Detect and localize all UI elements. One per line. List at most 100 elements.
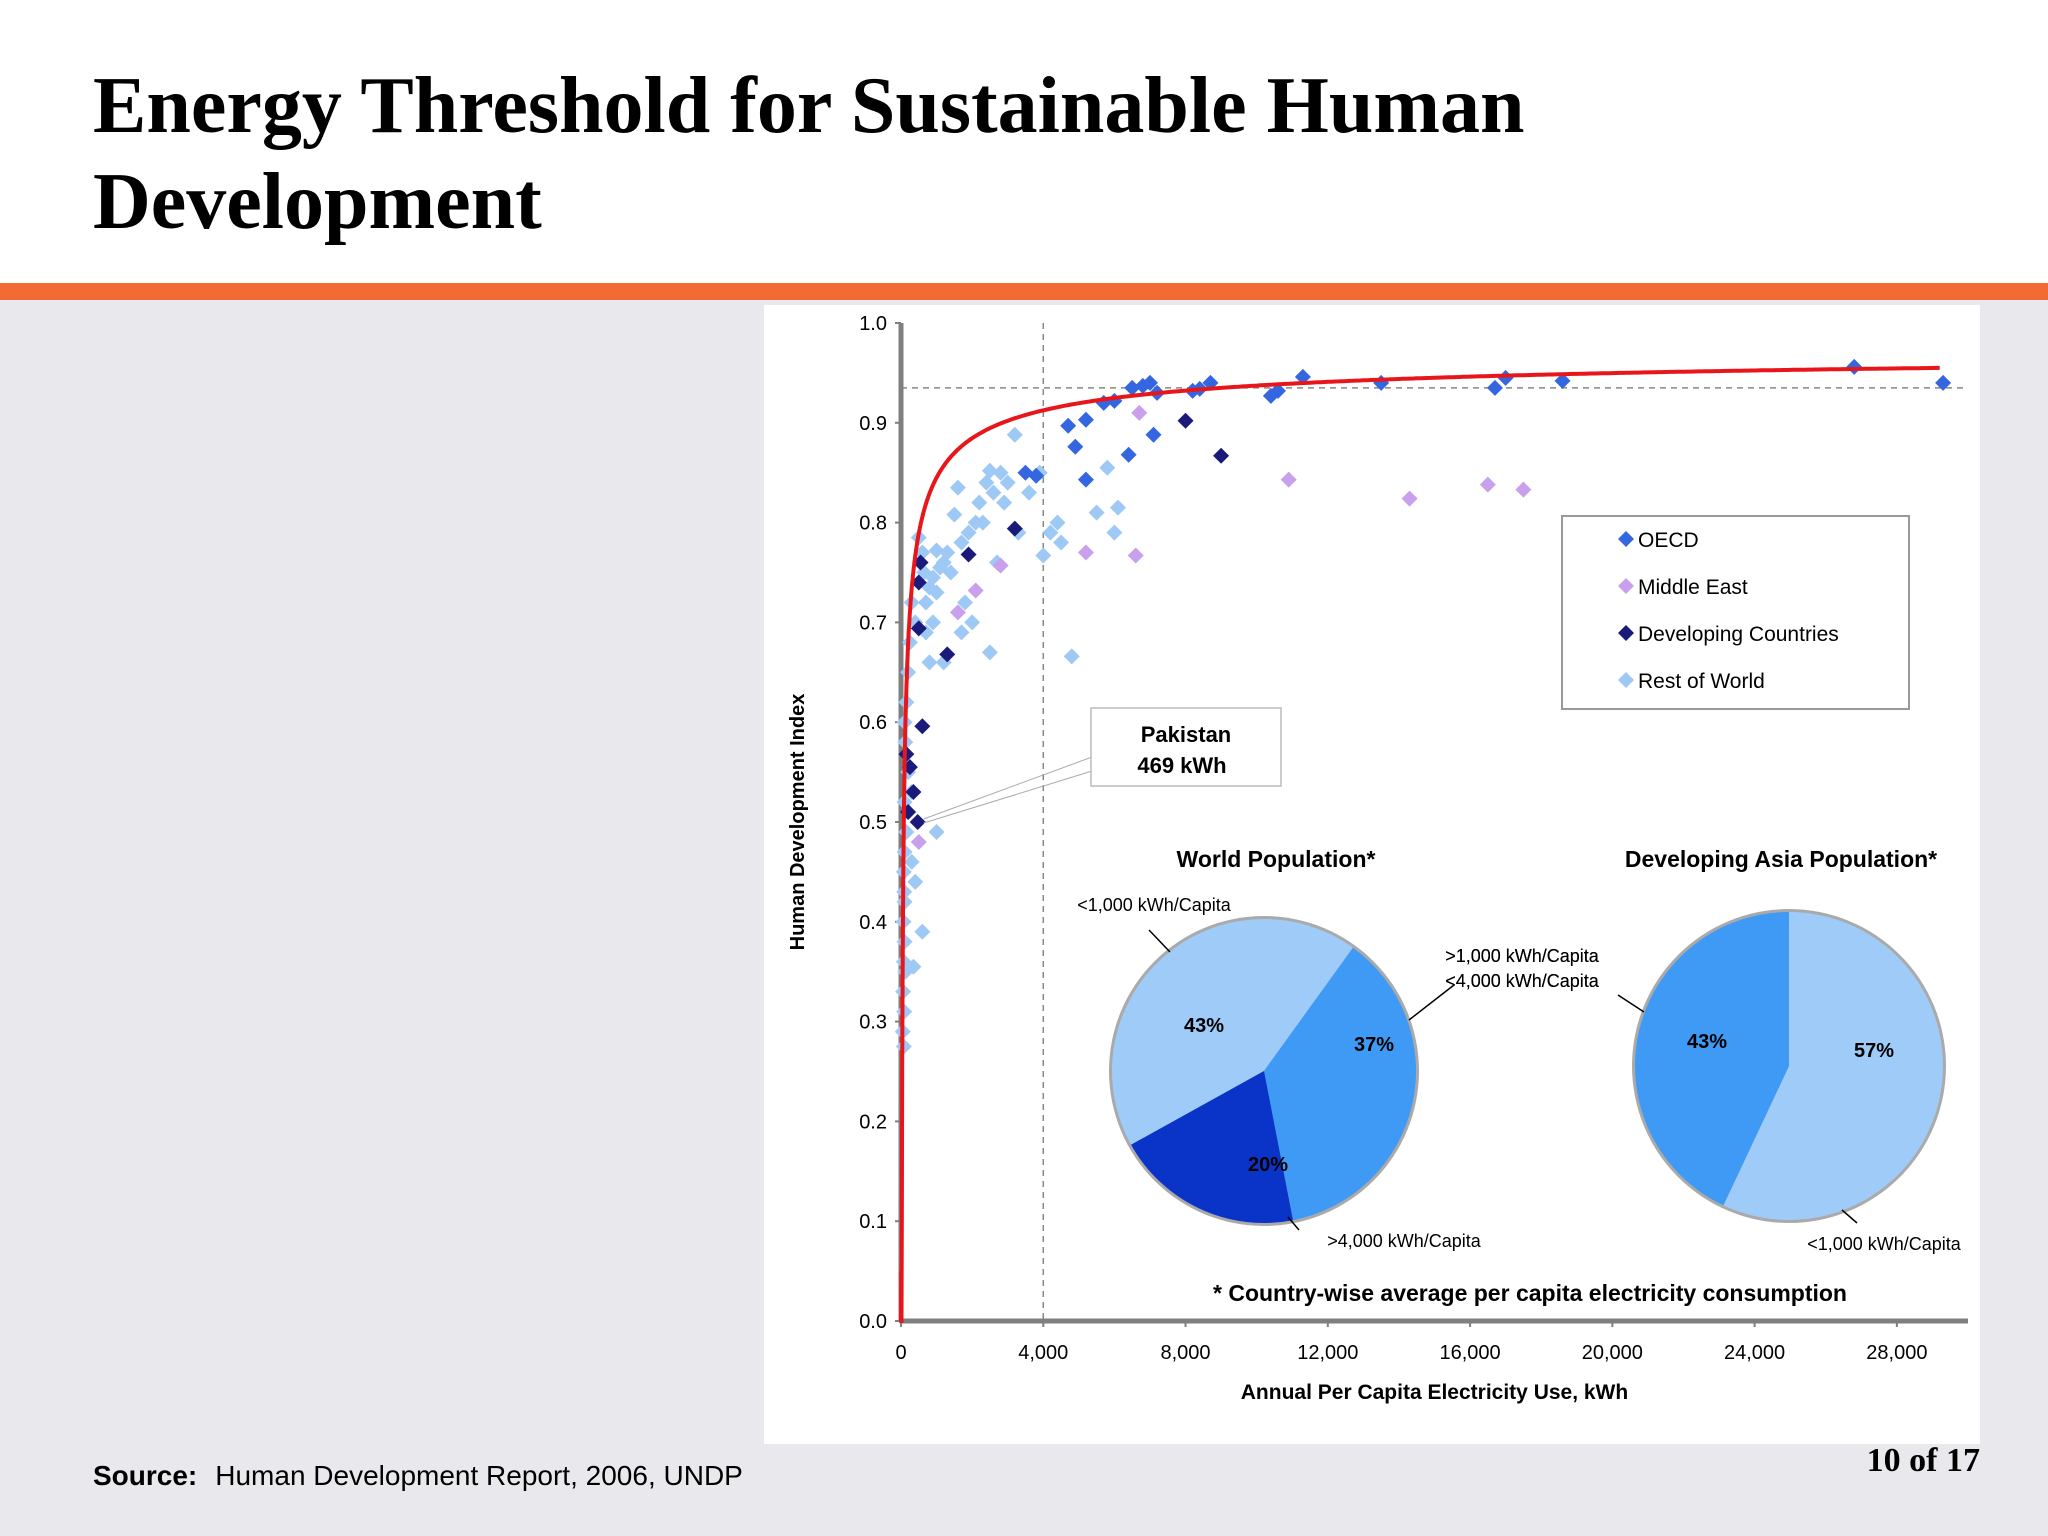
annotation-title: Pakistan: [1141, 722, 1232, 747]
scatter-point: [928, 823, 945, 840]
slide-title: Energy Threshold for Sustainable Human D…: [93, 62, 1525, 246]
scatter-point: [992, 464, 1009, 481]
scatter-point: [1213, 447, 1230, 464]
scatter-point: [1021, 484, 1038, 501]
pie-slice: [1131, 1071, 1294, 1223]
scatter-point: [1515, 481, 1532, 498]
scatter-point: [999, 474, 1016, 491]
y-axis-title: Human Development Index: [787, 694, 809, 951]
scatter-point: [1060, 417, 1077, 434]
legend-label: Developing Countries: [1638, 623, 1839, 646]
scatter-point: [1141, 374, 1158, 391]
y-tick-label: 0.1: [859, 1211, 887, 1233]
scatter-point: [953, 624, 970, 641]
y-tick-label: 0.4: [859, 912, 887, 934]
y-tick-label: 0.3: [859, 1012, 887, 1034]
scatter-point: [960, 546, 977, 563]
scatter-point: [909, 814, 926, 830]
pie-slice-label: 57%: [1854, 1040, 1894, 1062]
x-tick-label: 12,000: [1297, 1342, 1358, 1364]
scatter-point: [1088, 504, 1105, 521]
scatter-point: [981, 462, 998, 479]
scatter-point: [974, 514, 991, 531]
annotation-leader: [923, 756, 1093, 820]
scatter-point: [1120, 446, 1137, 463]
pie-category-label: <1,000 kWh/Capita: [1077, 895, 1232, 915]
scatter-point: [985, 484, 1002, 501]
legend-label: Rest of World: [1638, 670, 1765, 693]
pie-slice: [1635, 912, 1789, 1206]
y-tick-label: 0.9: [859, 413, 887, 435]
pie-title: World Population*: [1177, 846, 1376, 872]
scatter-point: [981, 644, 998, 661]
x-tick-label: 4,000: [1018, 1342, 1068, 1364]
scatter-point: [917, 594, 934, 611]
scatter-point: [1106, 524, 1123, 541]
legend-box: [1561, 515, 1910, 710]
scatter-point: [1077, 544, 1094, 561]
source-citation: Source: Human Development Report, 2006, U…: [93, 1460, 743, 1492]
pie-category-label: >1,000 kWh/Capita: [1445, 946, 1600, 966]
pie-slice-label: 37%: [1354, 1034, 1394, 1056]
scatter-point: [928, 584, 945, 601]
scatter-point: [1109, 499, 1126, 516]
scatter-point: [1063, 648, 1080, 665]
x-tick-label: 16,000: [1439, 1342, 1500, 1364]
scatter-point: [932, 559, 949, 576]
scatter-point: [1006, 426, 1023, 443]
y-tick-label: 0.2: [859, 1111, 887, 1133]
scatter-point: [928, 542, 945, 559]
pie-category-label: <1,000 kWh/Capita: [1807, 1234, 1962, 1254]
pie-leader-line: [1617, 994, 1645, 1013]
scatter-point: [1049, 514, 1066, 531]
scatter-point: [921, 654, 938, 671]
pie-slice-label: 43%: [1687, 1031, 1727, 1053]
pie-leader-line: [1148, 929, 1171, 953]
x-tick-label: 28,000: [1866, 1342, 1927, 1364]
scatter-point: [1270, 382, 1287, 399]
scatter-point: [1077, 411, 1094, 428]
pie-slice-label: 20%: [1248, 1154, 1288, 1176]
trend-curve: [899, 365, 1940, 1323]
scatter-point: [949, 604, 966, 621]
scatter-point: [935, 554, 952, 571]
scatter-point: [914, 718, 931, 735]
scatter-point: [1099, 459, 1116, 476]
scatter-point: [1479, 476, 1496, 493]
scatter-point: [1035, 547, 1052, 564]
scatter-point: [939, 646, 956, 663]
pie-category-label: >4,000 kWh/Capita: [1327, 1231, 1482, 1251]
scatter-point: [1497, 369, 1514, 386]
scatter-point: [910, 620, 927, 637]
y-tick-label: 1.0: [859, 313, 887, 335]
legend-label: Middle East: [1638, 576, 1748, 599]
scatter-point: [996, 494, 1013, 511]
pie-slice: [1112, 919, 1353, 1145]
scatter-point: [1028, 467, 1045, 484]
scatter-point: [1042, 524, 1059, 541]
y-tick-label: 0.7: [859, 612, 887, 634]
scatter-point: [953, 534, 970, 551]
scatter-point: [1124, 379, 1141, 396]
slide-header: Energy Threshold for Sustainable Human D…: [0, 0, 2048, 283]
chart-panel: 0.0 0.1 0.2 0.3 0.4 0.5 0.6 0.7 0.8 0.9 1.0 0 4,000 8…: [764, 305, 1980, 1444]
scatter-point: [914, 544, 931, 561]
scatter-point: [971, 494, 988, 511]
scatter-point: [905, 958, 922, 975]
pie-leader-line: [1287, 1216, 1300, 1231]
scatter-point: [992, 557, 1009, 574]
scatter-point: [960, 524, 977, 541]
scatter-point: [1145, 426, 1162, 443]
scatter-point: [1280, 471, 1297, 488]
pie-leader-line: [1408, 984, 1455, 1021]
scatter-point: [1935, 374, 1952, 391]
scatter-point: [910, 833, 927, 850]
chart-footnote: * Country-wise average per capita electr…: [1213, 1280, 1847, 1306]
scatter-point: [978, 474, 995, 491]
scatter-point: [905, 784, 922, 801]
scatter-point: [949, 479, 966, 496]
x-tick-label: 0: [895, 1342, 906, 1364]
x-axis-title: Annual Per Capita Electricity Use, kWh: [1241, 1381, 1628, 1404]
source-label: Source:: [93, 1460, 198, 1491]
scatter-point: [967, 582, 984, 599]
